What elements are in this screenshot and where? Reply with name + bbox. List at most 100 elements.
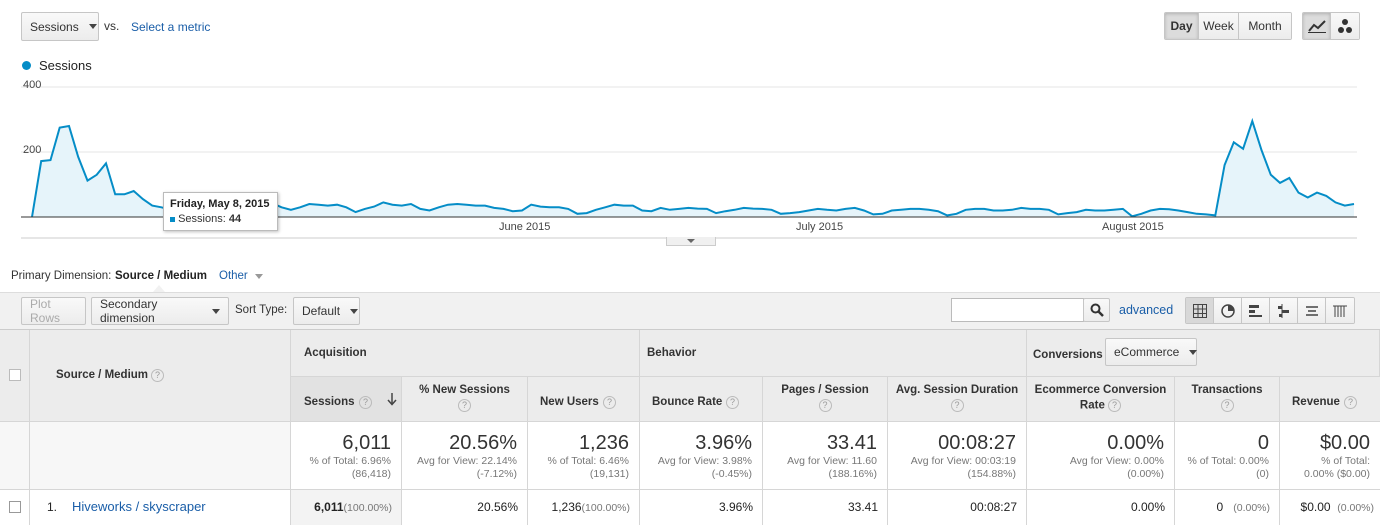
- motion-chart-button[interactable]: [1331, 13, 1359, 39]
- primary-dimension-value[interactable]: Source / Medium: [115, 270, 208, 282]
- pivot-view-button[interactable]: [1326, 298, 1354, 323]
- bounce-rate-column-header[interactable]: Bounce Rate ?: [640, 377, 763, 422]
- line-chart-button[interactable]: [1303, 13, 1332, 39]
- x-tick-label: August 2015: [1102, 221, 1164, 233]
- totals-revenue-sub2: 0.00% ($0.00): [1304, 468, 1370, 480]
- plot-rows-button[interactable]: Plot Rows: [21, 297, 86, 325]
- revenue-column-header[interactable]: Revenue ?: [1280, 377, 1380, 422]
- row-new-users-pct: (100.00%): [581, 502, 630, 514]
- tooltip-date: Friday, May 8, 2015: [170, 198, 270, 210]
- new-users-column-header[interactable]: New Users ?: [528, 377, 640, 422]
- month-button[interactable]: Month: [1239, 13, 1291, 39]
- ecom-rate-column-header[interactable]: Ecommerce Conversion Rate ?: [1027, 377, 1175, 422]
- avg-duration-column-header[interactable]: Avg. Session Duration ?: [888, 377, 1027, 422]
- totals-ecom-rate-value: 0.00%: [1107, 432, 1164, 454]
- secondary-dimension-select[interactable]: Secondary dimension: [91, 297, 229, 325]
- help-icon[interactable]: ?: [151, 369, 164, 382]
- sessions-column-header[interactable]: Sessions ?: [291, 377, 402, 422]
- comparison-view-button[interactable]: [1270, 298, 1298, 323]
- help-icon[interactable]: ?: [458, 399, 471, 412]
- row-avg-duration-value: 00:08:27: [970, 500, 1017, 514]
- other-dimension-link[interactable]: Other: [219, 270, 263, 282]
- performance-view-button[interactable]: [1242, 298, 1270, 323]
- metric-select-value: Sessions: [30, 19, 79, 34]
- chevron-down-icon: [254, 274, 263, 279]
- help-icon[interactable]: ?: [1220, 399, 1234, 412]
- help-icon[interactable]: ?: [818, 399, 832, 412]
- search-button[interactable]: [1083, 298, 1110, 322]
- totals-new-sessions-sub2: (-7.12%): [476, 468, 517, 480]
- source-medium-header[interactable]: Source / Medium ?: [30, 330, 291, 422]
- totals-transactions-sub1: % of Total: 0.00%: [1187, 455, 1269, 467]
- row-checkbox[interactable]: [9, 501, 21, 513]
- help-icon[interactable]: ?: [726, 396, 739, 409]
- help-icon[interactable]: ?: [1344, 396, 1357, 409]
- tooltip-value: 44: [228, 213, 242, 225]
- row-ecom-rate-value: 0.00%: [1130, 500, 1165, 514]
- day-button[interactable]: Day: [1165, 13, 1199, 39]
- row-revenue: $0.00 (0.00%): [1280, 490, 1380, 525]
- select-all-checkbox[interactable]: [9, 369, 21, 381]
- chart-tooltip: Friday, May 8, 2015 Sessions: 44: [163, 192, 278, 231]
- primary-dimension-label: Primary Dimension:: [11, 270, 112, 282]
- conversions-label: Conversions: [1033, 349, 1103, 361]
- line-chart-icon: [1307, 20, 1326, 33]
- totals-bounce-rate-value: 3.96%: [695, 432, 752, 454]
- help-icon[interactable]: ?: [950, 399, 964, 412]
- totals-new-users-sub2: (19,131): [589, 468, 629, 480]
- totals-revenue-sub1: % of Total:: [1321, 455, 1370, 467]
- totals-sessions-value: 6,011: [342, 432, 391, 454]
- metric-select[interactable]: Sessions: [21, 12, 99, 41]
- chart-collapse-handle[interactable]: [666, 237, 716, 246]
- sort-descending-icon: [387, 393, 397, 406]
- row-ecom-rate: 0.00%: [1027, 490, 1175, 525]
- bar-chart-icon: [1248, 305, 1262, 317]
- avg-duration-header-label: Avg. Session Duration: [895, 384, 1019, 396]
- data-view-button[interactable]: [1186, 298, 1214, 323]
- totals-new-sessions: 20.56% Avg for View: 22.14% (-7.12%): [402, 422, 528, 490]
- x-tick-label: July 2015: [796, 221, 844, 233]
- new-sessions-column-header[interactable]: % New Sessions ?: [402, 377, 528, 422]
- new-sessions-header-label: % New Sessions: [419, 384, 510, 396]
- help-icon[interactable]: ?: [603, 396, 616, 409]
- row-new-users-value: 1,236: [551, 500, 582, 514]
- row-transactions: 0 (0.00%): [1175, 490, 1280, 525]
- percentage-view-button[interactable]: [1214, 298, 1242, 323]
- row-revenue-pct: (0.00%): [1337, 502, 1374, 514]
- term-cloud-view-button[interactable]: [1298, 298, 1326, 323]
- period-toggle: Day Week Month: [1164, 12, 1292, 40]
- revenue-header-label: Revenue: [1292, 396, 1340, 408]
- totals-pages-session-value: 33.41: [826, 432, 877, 454]
- row-transactions-value: 0: [1216, 500, 1224, 514]
- bubble-chart-icon: [1338, 19, 1352, 33]
- row-pages-session: 33.41: [763, 490, 888, 525]
- totals-avg-duration-value: 00:08:27: [938, 432, 1016, 454]
- behavior-group-header: Behavior: [640, 330, 1027, 377]
- totals-ecom-rate: 0.00% Avg for View: 0.00% (0.00%): [1027, 422, 1175, 490]
- pages-session-column-header[interactable]: Pages / Session ?: [763, 377, 888, 422]
- tooltip-value-row: Sessions: 44: [170, 213, 271, 225]
- totals-pages-session-sub2: (188.16%): [828, 468, 877, 480]
- source-medium-header-label: Source / Medium: [56, 369, 149, 381]
- advanced-link[interactable]: advanced: [1119, 303, 1174, 317]
- totals-pages-session-sub1: Avg for View: 11.60: [787, 455, 877, 467]
- search-icon: [1090, 303, 1104, 317]
- table-search-input[interactable]: [951, 298, 1084, 322]
- chart-grid: [21, 86, 1357, 153]
- totals-avg-duration: 00:08:27 Avg for View: 00:03:19 (154.88%…: [888, 422, 1027, 490]
- transactions-column-header[interactable]: Transactions ?: [1175, 377, 1280, 422]
- row-source-medium-link[interactable]: Hiveworks / skyscraper: [72, 499, 206, 514]
- row-new-users: 1,236(100.00%): [528, 490, 640, 525]
- help-icon[interactable]: ?: [359, 396, 372, 409]
- secondary-dimension-label: Secondary dimension: [100, 297, 158, 325]
- totals-sessions: 6,011 % of Total: 6.96% (86,418): [291, 422, 402, 490]
- new-users-header-label: New Users: [540, 396, 599, 408]
- conversions-goal-select[interactable]: eCommerce: [1105, 338, 1198, 366]
- sort-type-select[interactable]: Default: [293, 297, 360, 325]
- week-button[interactable]: Week: [1199, 13, 1239, 39]
- select-metric-link[interactable]: Select a metric: [131, 20, 211, 34]
- totals-avg-duration-sub2: (154.88%): [967, 468, 1016, 480]
- help-icon[interactable]: ?: [1108, 399, 1122, 412]
- row-revenue-value: $0.00: [1300, 500, 1331, 514]
- chart-type-toggle: [1302, 12, 1360, 40]
